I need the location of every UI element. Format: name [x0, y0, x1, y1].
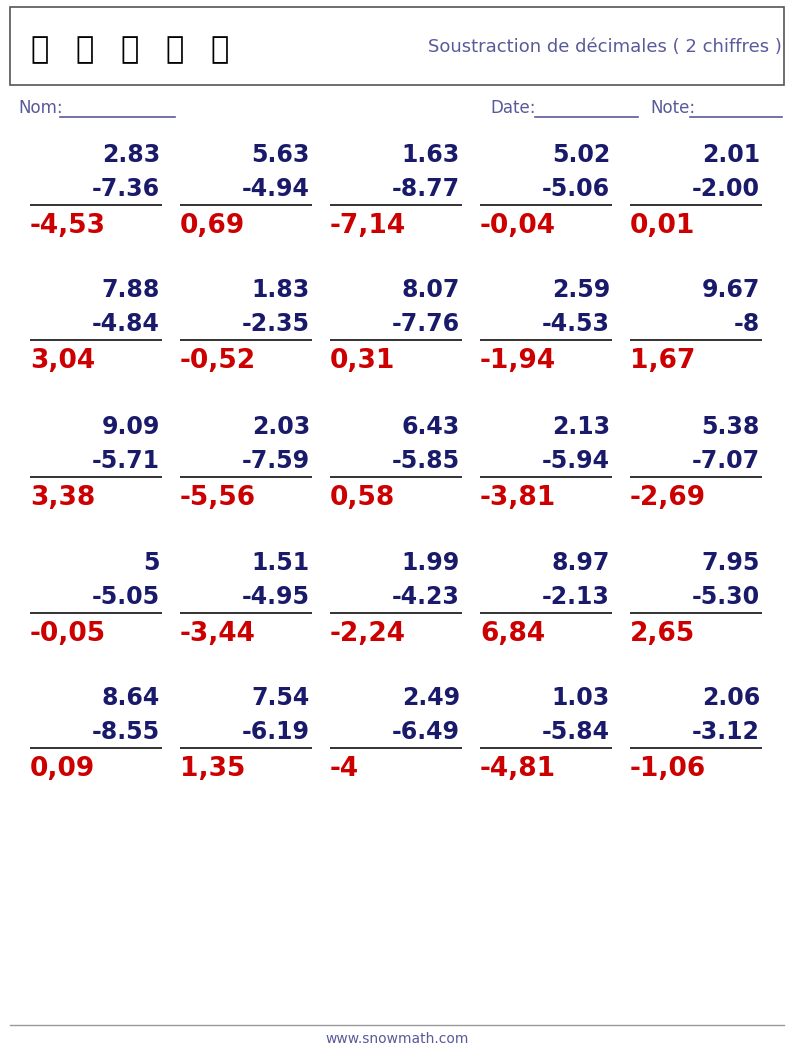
- Text: 2.06: 2.06: [702, 686, 760, 710]
- Text: 5.63: 5.63: [252, 143, 310, 167]
- Bar: [10, 7, 784, 85]
- Text: 0,09: 0,09: [30, 756, 95, 782]
- Text: 7.88: 7.88: [102, 278, 160, 302]
- Text: Note:: Note:: [650, 99, 695, 117]
- Text: -8.55: -8.55: [92, 720, 160, 744]
- Text: 🥐: 🥐: [165, 36, 183, 64]
- Text: -2.35: -2.35: [242, 312, 310, 336]
- Text: 3,04: 3,04: [30, 347, 95, 374]
- Text: 6.43: 6.43: [402, 415, 460, 439]
- Text: -7.76: -7.76: [392, 312, 460, 336]
- Text: Nom:: Nom:: [18, 99, 63, 117]
- Text: 🧴: 🧴: [120, 36, 138, 64]
- Text: 2.01: 2.01: [702, 143, 760, 167]
- Text: -6.19: -6.19: [242, 720, 310, 744]
- Text: -2,69: -2,69: [630, 485, 706, 511]
- Text: -4.84: -4.84: [92, 312, 160, 336]
- Text: -5.05: -5.05: [92, 585, 160, 609]
- Text: 7.54: 7.54: [252, 686, 310, 710]
- Text: www.snowmath.com: www.snowmath.com: [326, 1032, 468, 1046]
- Text: Date:: Date:: [490, 99, 535, 117]
- Text: -6.49: -6.49: [392, 720, 460, 744]
- Text: 8.64: 8.64: [102, 686, 160, 710]
- Text: 8.07: 8.07: [402, 278, 460, 302]
- Text: 1.03: 1.03: [552, 686, 610, 710]
- Text: -7,14: -7,14: [330, 213, 406, 239]
- Text: 2.03: 2.03: [252, 415, 310, 439]
- Text: 2.13: 2.13: [552, 415, 610, 439]
- Text: 0,58: 0,58: [330, 485, 395, 511]
- Text: -3,81: -3,81: [480, 485, 557, 511]
- Text: -5,56: -5,56: [180, 485, 256, 511]
- Text: -5.06: -5.06: [542, 177, 610, 201]
- Text: 1,67: 1,67: [630, 347, 696, 374]
- Text: -0,52: -0,52: [180, 347, 256, 374]
- Text: 3,38: 3,38: [30, 485, 95, 511]
- Text: -7.59: -7.59: [242, 449, 310, 473]
- Text: 9.67: 9.67: [702, 278, 760, 302]
- Text: 1.83: 1.83: [252, 278, 310, 302]
- Text: -1,94: -1,94: [480, 347, 556, 374]
- Text: 8.97: 8.97: [552, 551, 610, 575]
- Text: -4.94: -4.94: [242, 177, 310, 201]
- Text: 2,65: 2,65: [630, 621, 696, 647]
- Text: -4,53: -4,53: [30, 213, 106, 239]
- Text: -3.12: -3.12: [692, 720, 760, 744]
- Text: 1.63: 1.63: [402, 143, 460, 167]
- Text: 5.02: 5.02: [552, 143, 610, 167]
- Text: -3,44: -3,44: [180, 621, 256, 647]
- Text: -8.77: -8.77: [392, 177, 460, 201]
- Text: 0,69: 0,69: [180, 213, 245, 239]
- Text: 0,31: 0,31: [330, 347, 395, 374]
- Text: Soustraction de décimales ( 2 chiffres ): Soustraction de décimales ( 2 chiffres ): [428, 38, 782, 56]
- Text: -0,04: -0,04: [480, 213, 556, 239]
- Text: -4,81: -4,81: [480, 756, 556, 782]
- Text: -4.95: -4.95: [242, 585, 310, 609]
- Text: -0,05: -0,05: [30, 621, 106, 647]
- Text: 1.99: 1.99: [402, 551, 460, 575]
- Text: -4.53: -4.53: [542, 312, 610, 336]
- Text: -5.71: -5.71: [92, 449, 160, 473]
- Text: 2.59: 2.59: [552, 278, 610, 302]
- Text: 1.51: 1.51: [252, 551, 310, 575]
- Text: 9.09: 9.09: [102, 415, 160, 439]
- Text: -5.94: -5.94: [542, 449, 610, 473]
- Text: -7.36: -7.36: [92, 177, 160, 201]
- Text: 2.49: 2.49: [402, 686, 460, 710]
- Text: -1,06: -1,06: [630, 756, 706, 782]
- Text: 5: 5: [144, 551, 160, 575]
- Text: 🦆: 🦆: [75, 36, 93, 64]
- Text: 6,84: 6,84: [480, 621, 545, 647]
- Text: -2.00: -2.00: [692, 177, 760, 201]
- Text: -5.85: -5.85: [392, 449, 460, 473]
- Text: 1,35: 1,35: [180, 756, 245, 782]
- Text: -2,24: -2,24: [330, 621, 406, 647]
- Text: 5.38: 5.38: [702, 415, 760, 439]
- Text: -7.07: -7.07: [692, 449, 760, 473]
- Text: -5.30: -5.30: [692, 585, 760, 609]
- Text: -8: -8: [734, 312, 760, 336]
- Text: -4: -4: [330, 756, 359, 782]
- Text: -4.23: -4.23: [392, 585, 460, 609]
- Text: -2.13: -2.13: [542, 585, 610, 609]
- Text: 🥖: 🥖: [30, 36, 48, 64]
- Text: 2.83: 2.83: [102, 143, 160, 167]
- Text: 🍞: 🍞: [210, 36, 228, 64]
- Text: 7.95: 7.95: [702, 551, 760, 575]
- Text: 0,01: 0,01: [630, 213, 696, 239]
- Text: -5.84: -5.84: [542, 720, 610, 744]
